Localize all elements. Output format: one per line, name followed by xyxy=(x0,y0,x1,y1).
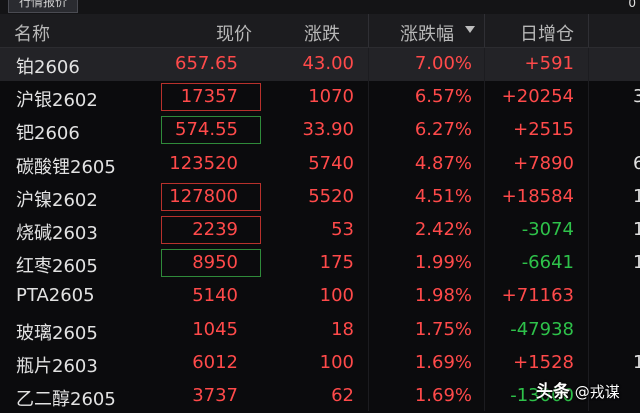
daily-oi-change: +18584 xyxy=(501,186,574,207)
last-price: 2239 xyxy=(192,219,238,240)
contract-name: 瓶片2603 xyxy=(16,356,98,377)
price-change: 18 xyxy=(331,319,354,340)
watermark: 头条 @戎谋 xyxy=(532,377,624,403)
column-divider xyxy=(484,48,485,411)
last-price: 574.55 xyxy=(175,119,238,140)
last-price: 3737 xyxy=(192,385,238,406)
price-change: 175 xyxy=(319,252,354,273)
change-percent: 1.98% xyxy=(414,285,472,306)
header-change-pct[interactable]: 涨跌幅 xyxy=(400,24,454,45)
price-change: 33.90 xyxy=(302,119,354,140)
watermark-author: @戎谋 xyxy=(574,383,620,401)
header-divider xyxy=(484,14,485,47)
table-row[interactable]: PTA2605 5140 100 1.98% +71163 xyxy=(0,280,640,313)
table-row[interactable]: 瓶片2603 6012 100 1.69% +1528 1 xyxy=(0,347,640,380)
next-column-cell: 6 xyxy=(633,153,640,174)
price-change: 5520 xyxy=(308,186,354,207)
price-flash-box xyxy=(161,183,261,211)
change-percent: 1.75% xyxy=(414,319,472,340)
table-row[interactable]: 铂2606 657.65 43.00 7.00% +591 xyxy=(0,48,640,81)
contract-name: 碳酸锂2605 xyxy=(16,157,116,178)
last-price: 1045 xyxy=(192,319,238,340)
price-flash-box xyxy=(161,83,261,111)
contract-name: 沪银2602 xyxy=(16,90,98,111)
sort-desc-icon[interactable] xyxy=(464,19,476,39)
change-percent: 4.87% xyxy=(414,153,472,174)
table-header: 名称 现价 涨跌 涨跌幅 日增仓 xyxy=(0,14,640,48)
next-column-cell: 1 xyxy=(633,219,640,240)
daily-oi-change: +20254 xyxy=(501,86,574,107)
next-column-cell: 1 xyxy=(633,186,640,207)
next-column-cell: 1 xyxy=(633,352,640,373)
next-column-cell: 1 xyxy=(633,252,640,273)
price-change: 1070 xyxy=(308,86,354,107)
change-percent: 6.27% xyxy=(414,119,472,140)
daily-oi-change: +7890 xyxy=(513,153,574,174)
contract-name: 沪镍2602 xyxy=(16,190,98,211)
daily-oi-change: +2515 xyxy=(513,119,574,140)
price-flash-box xyxy=(161,216,261,244)
daily-oi-change: -6641 xyxy=(521,252,574,273)
table-row[interactable]: 烧碱2603 2239 53 2.42% -3074 1 xyxy=(0,214,640,247)
header-change[interactable]: 涨跌 xyxy=(304,24,340,45)
change-percent: 6.57% xyxy=(414,86,472,107)
table-row[interactable]: 沪银2602 17357 1070 6.57% +20254 3 xyxy=(0,81,640,114)
change-percent: 1.69% xyxy=(414,352,472,373)
tab-quotes[interactable]: 行情报价 xyxy=(8,0,79,13)
last-price: 657.65 xyxy=(175,53,238,74)
header-divider xyxy=(588,14,589,47)
last-price: 17357 xyxy=(180,86,238,107)
price-change: 62 xyxy=(331,385,354,406)
price-change: 53 xyxy=(331,219,354,240)
price-change: 100 xyxy=(319,352,354,373)
table-row[interactable]: 玻璃2605 1045 18 1.75% -47938 xyxy=(0,314,640,347)
contract-name: 红枣2605 xyxy=(16,256,98,277)
change-percent: 7.00% xyxy=(414,53,472,74)
corner-indicator: 0 xyxy=(628,0,636,10)
contract-name: 钯2606 xyxy=(16,123,80,144)
column-divider xyxy=(368,48,369,411)
contract-name: PTA2605 xyxy=(16,285,95,306)
table-row[interactable]: 碳酸锂2605 123520 5740 4.87% +7890 6 xyxy=(0,148,640,181)
price-flash-box xyxy=(161,116,261,144)
contract-name: 玻璃2605 xyxy=(16,323,98,344)
last-price: 127800 xyxy=(169,186,238,207)
change-percent: 2.42% xyxy=(414,219,472,240)
last-price: 6012 xyxy=(192,352,238,373)
daily-oi-change: -47938 xyxy=(510,319,574,340)
header-price[interactable]: 现价 xyxy=(216,24,252,45)
toutiao-logo: 头条 xyxy=(536,382,570,402)
header-divider xyxy=(368,14,369,47)
contract-name: 烧碱2603 xyxy=(16,223,98,244)
last-price: 123520 xyxy=(169,153,238,174)
daily-oi-change: +591 xyxy=(524,53,574,74)
next-column-cell: 3 xyxy=(633,86,640,107)
table-row[interactable]: 乙二醇2605 3737 62 1.69% -13000 xyxy=(0,380,640,413)
last-price: 8950 xyxy=(192,252,238,273)
daily-oi-change: +1528 xyxy=(513,352,574,373)
change-percent: 1.69% xyxy=(414,385,472,406)
daily-oi-change: -3074 xyxy=(521,219,574,240)
column-divider xyxy=(588,48,589,411)
last-price: 5140 xyxy=(192,285,238,306)
table-row[interactable]: 红枣2605 8950 175 1.99% -6641 1 xyxy=(0,247,640,280)
change-percent: 4.51% xyxy=(414,186,472,207)
price-change: 100 xyxy=(319,285,354,306)
contract-name: 乙二醇2605 xyxy=(16,389,116,410)
contract-name: 铂2606 xyxy=(16,57,80,78)
table-row[interactable]: 钯2606 574.55 33.90 6.27% +2515 xyxy=(0,114,640,147)
header-name[interactable]: 名称 xyxy=(14,24,50,45)
top-tab-strip: 行情报价 0 xyxy=(0,0,640,14)
price-flash-box xyxy=(161,249,261,277)
header-daily-oi[interactable]: 日增仓 xyxy=(520,24,574,45)
price-change: 43.00 xyxy=(302,53,354,74)
price-change: 5740 xyxy=(308,153,354,174)
table-row[interactable]: 沪镍2602 127800 5520 4.51% +18584 1 xyxy=(0,181,640,214)
change-percent: 1.99% xyxy=(414,252,472,273)
daily-oi-change: -13000 xyxy=(510,385,574,406)
daily-oi-change: +71163 xyxy=(501,285,574,306)
